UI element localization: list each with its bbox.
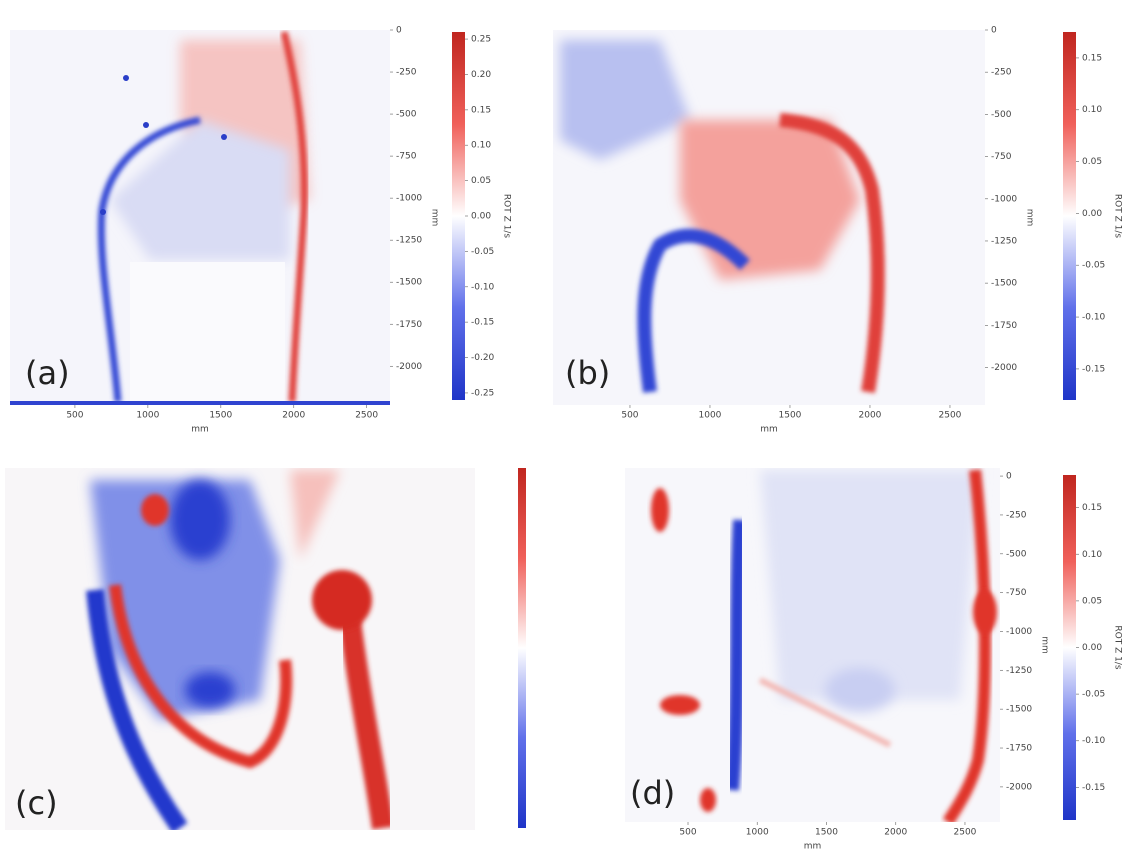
colorbar-tick-label: 0.00 — [1082, 643, 1102, 653]
y-tick-label: -2000 — [991, 363, 1017, 373]
y-tick-label: -750 — [396, 152, 417, 162]
y-tick-label: -1250 — [396, 236, 422, 246]
heatmap-field — [553, 30, 985, 405]
x-tick-label: 500 — [621, 411, 638, 421]
x-tick-label: 1000 — [136, 411, 159, 421]
y-axis-label: mm — [1025, 209, 1035, 227]
colorbar-tick-label: 0.05 — [1082, 157, 1102, 167]
x-tick-label: 2500 — [355, 411, 378, 421]
panel-label: (d) — [630, 774, 675, 812]
y-tick-label: -1750 — [1006, 744, 1032, 754]
x-tick-label: 1000 — [699, 411, 722, 421]
y-tick-label: -1000 — [1006, 627, 1032, 637]
panel-label: (c) — [15, 784, 58, 822]
y-tick-label: -1750 — [396, 320, 422, 330]
y-tick-label: -1000 — [991, 194, 1017, 204]
colorbar-tick-label: 0.20 — [471, 70, 491, 80]
y-tick-label: 0 — [396, 26, 402, 36]
x-tick-label: 2000 — [884, 828, 907, 838]
x-tick-label: 500 — [679, 828, 696, 838]
x-tick-label: 1500 — [209, 411, 232, 421]
y-tick-label: -250 — [396, 68, 417, 78]
colorbar — [518, 468, 526, 828]
x-tick-label: 2000 — [282, 411, 305, 421]
colorbar-tick-label: -0.15 — [471, 318, 494, 328]
colorbar-tick-label: -0.25 — [471, 388, 494, 398]
y-tick-label: -1250 — [1006, 666, 1032, 676]
y-tick-label: -750 — [991, 152, 1012, 162]
colorbar-tick-label: 0.25 — [471, 35, 491, 45]
panel-label: (a) — [25, 354, 70, 392]
x-axis-label: mm — [804, 842, 822, 852]
y-tick-label: -1250 — [991, 236, 1017, 246]
y-tick-label: 0 — [991, 26, 997, 36]
colorbar-tick-label: -0.15 — [1082, 364, 1105, 374]
x-tick-label: 1500 — [815, 828, 838, 838]
y-axis-label: mm — [430, 209, 440, 227]
x-axis-label: mm — [760, 425, 778, 435]
y-tick-label: -250 — [991, 68, 1012, 78]
colorbar-tick-label: -0.10 — [1082, 736, 1106, 746]
colorbar-tick-label: 0.00 — [471, 212, 491, 222]
x-tick-label: 500 — [66, 411, 83, 421]
panel-label: (b) — [565, 354, 610, 392]
y-axis-label: mm — [1040, 636, 1050, 654]
colorbar-tick-label: 0.15 — [1082, 503, 1102, 513]
y-tick-label: -250 — [1006, 510, 1027, 520]
x-tick-label: 2500 — [954, 828, 977, 838]
colorbar-tick-label: -0.05 — [1082, 690, 1105, 700]
heatmap-field — [5, 468, 475, 830]
colorbar-tick-label: -0.10 — [471, 282, 495, 292]
colorbar-tick-label: -0.15 — [1082, 783, 1105, 793]
y-tick-label: -1000 — [396, 194, 422, 204]
colorbar-tick-label: 0.10 — [1082, 550, 1102, 560]
colorbar-label: ROT Z 1/s — [502, 194, 512, 238]
colorbar-tick-label: 0.05 — [471, 176, 491, 186]
y-tick-label: -1500 — [396, 278, 422, 288]
colorbar-tick-label: 0.00 — [1082, 209, 1102, 219]
colorbar-tick-label: 0.05 — [1082, 596, 1102, 606]
x-tick-label: 1000 — [746, 828, 769, 838]
y-tick-label: -1750 — [991, 321, 1017, 331]
y-tick-label: -1500 — [991, 279, 1017, 289]
y-tick-label: -500 — [1006, 549, 1027, 559]
y-tick-label: -750 — [1006, 588, 1027, 598]
colorbar-tick-label: 0.15 — [1082, 53, 1102, 63]
colorbar — [452, 32, 465, 400]
colorbar-tick-label: -0.05 — [471, 247, 494, 257]
colorbar-tick-label: 0.10 — [471, 141, 491, 151]
y-tick-label: -1500 — [1006, 705, 1032, 715]
colorbar-tick-label: 0.15 — [471, 105, 491, 115]
y-tick-label: -2000 — [1006, 782, 1032, 792]
y-tick-label: -500 — [991, 110, 1012, 120]
colorbar-tick-label: -0.05 — [1082, 261, 1105, 271]
colorbar — [1063, 475, 1076, 820]
y-tick-label: -500 — [396, 110, 417, 120]
x-axis-label: mm — [191, 425, 209, 435]
y-tick-label: 0 — [1006, 472, 1012, 482]
y-tick-label: -2000 — [396, 362, 422, 372]
x-tick-label: 2000 — [859, 411, 882, 421]
colorbar — [1063, 32, 1076, 400]
colorbar-tick-label: -0.20 — [471, 353, 495, 363]
x-tick-label: 1500 — [779, 411, 802, 421]
colorbar-tick-label: -0.10 — [1082, 313, 1106, 323]
colorbar-label: ROT Z 1/s — [1113, 625, 1123, 669]
heatmap-field — [625, 468, 1000, 822]
colorbar-tick-label: 0.10 — [1082, 105, 1102, 115]
colorbar-label: ROT Z 1/s — [1113, 194, 1123, 238]
heatmap-field — [10, 30, 390, 405]
x-tick-label: 2500 — [939, 411, 962, 421]
